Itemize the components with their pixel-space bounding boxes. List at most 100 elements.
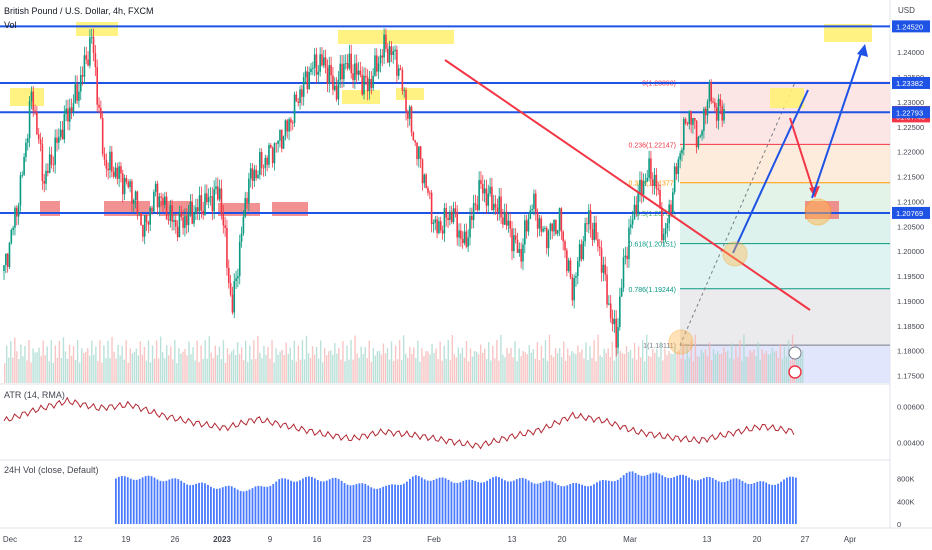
volume-bar — [672, 353, 674, 383]
volume-bar — [174, 340, 176, 383]
volume-bar — [303, 359, 306, 383]
candle-body — [524, 220, 526, 245]
vol24-bar — [483, 482, 486, 524]
candle-body — [317, 71, 320, 75]
vol24-bar — [688, 477, 690, 524]
volume-bar — [741, 360, 743, 383]
volume-bar — [155, 340, 158, 383]
candle-body — [527, 218, 530, 232]
candle-body — [597, 239, 599, 247]
volume-bar — [512, 357, 514, 383]
volume-bar — [366, 358, 368, 383]
volume-bar — [52, 362, 55, 383]
vol24-bar — [195, 483, 197, 524]
volume-bar — [263, 345, 265, 383]
volume-bar — [228, 354, 231, 383]
volume-bar — [431, 343, 433, 383]
candle-body — [67, 108, 69, 122]
vol24-bar — [168, 479, 171, 524]
volume-bar — [490, 360, 492, 383]
candle-body — [58, 136, 60, 143]
vol24-bar — [723, 482, 726, 524]
vol24-bar — [512, 480, 515, 524]
candle-body — [403, 89, 406, 91]
candle-body — [114, 167, 117, 177]
volume-bar — [666, 354, 668, 383]
vol24-bar — [115, 478, 117, 524]
price-tick: 1.24000 — [897, 48, 924, 57]
volume-label: Vol — [4, 20, 17, 30]
volume-bar — [301, 340, 304, 383]
candle-body — [480, 180, 482, 185]
volume-bar — [451, 335, 453, 383]
volume-bar — [532, 349, 535, 383]
candle-body — [370, 79, 373, 89]
volume-bar — [99, 340, 101, 383]
price-label-bg — [892, 106, 930, 119]
candle-body — [37, 134, 40, 140]
vol24-bar — [613, 481, 616, 524]
volume-bar — [569, 355, 571, 383]
volume-bar — [660, 341, 662, 383]
resistance-zone — [10, 88, 44, 106]
volume-bar — [488, 341, 490, 383]
vol24-bar — [210, 486, 212, 524]
vol24-bar — [278, 479, 281, 524]
volume-bar — [524, 352, 526, 383]
candle-body — [138, 212, 141, 214]
vol24-bar — [132, 479, 135, 524]
candle-body — [34, 110, 36, 113]
candle-body — [164, 196, 166, 206]
volume-bar — [556, 353, 559, 383]
fib-zone — [680, 243, 890, 289]
volume-bar — [421, 348, 423, 383]
volume-bar — [4, 363, 6, 383]
candle-body — [577, 261, 579, 277]
volume-bar — [530, 352, 532, 383]
candle-body — [189, 202, 192, 213]
vol24-bar — [305, 476, 307, 524]
price-tick: 1.22500 — [897, 123, 924, 132]
candle-body — [492, 203, 495, 210]
candle-body — [666, 223, 669, 229]
volume-bar — [257, 335, 259, 383]
candle-body — [288, 119, 290, 132]
candle-body — [26, 138, 29, 143]
volume-bar — [95, 346, 97, 383]
candle-body — [525, 220, 528, 232]
candle-body — [121, 173, 124, 195]
volume-bar — [307, 353, 310, 383]
time-tick: Dec — [3, 535, 17, 544]
vol24-bar — [783, 479, 785, 524]
candle-body — [17, 205, 20, 217]
price-label: 1.20769 — [896, 209, 923, 218]
volume-bar — [565, 360, 567, 383]
volume-bar — [735, 346, 737, 383]
candle-body — [78, 91, 80, 101]
candle-body — [359, 70, 362, 75]
vol24-bar — [527, 480, 530, 524]
atr-tick: 0.00600 — [897, 402, 924, 411]
volume-bar — [269, 358, 271, 383]
candle-body — [514, 235, 517, 240]
vol24-bar — [596, 482, 598, 524]
volume-bar — [597, 334, 599, 383]
vol24-bar — [123, 476, 126, 524]
volume-bar — [486, 359, 488, 383]
volume-bar — [617, 355, 620, 383]
volume-bar — [500, 334, 502, 383]
volume-bar — [727, 350, 729, 383]
vol24-bar — [584, 485, 586, 524]
vol24-bar — [786, 477, 788, 524]
vol24-bar — [652, 472, 655, 524]
candle-body — [544, 227, 546, 229]
vol24-bar — [343, 483, 346, 524]
fib-level-label: 1(1.18111) — [643, 343, 676, 350]
candle-body — [330, 64, 332, 76]
candle-body — [25, 142, 27, 157]
time-tick: 20 — [753, 535, 762, 544]
volume-bar — [668, 351, 670, 383]
vol24-bar — [601, 480, 604, 524]
vol24-bar — [150, 476, 153, 524]
